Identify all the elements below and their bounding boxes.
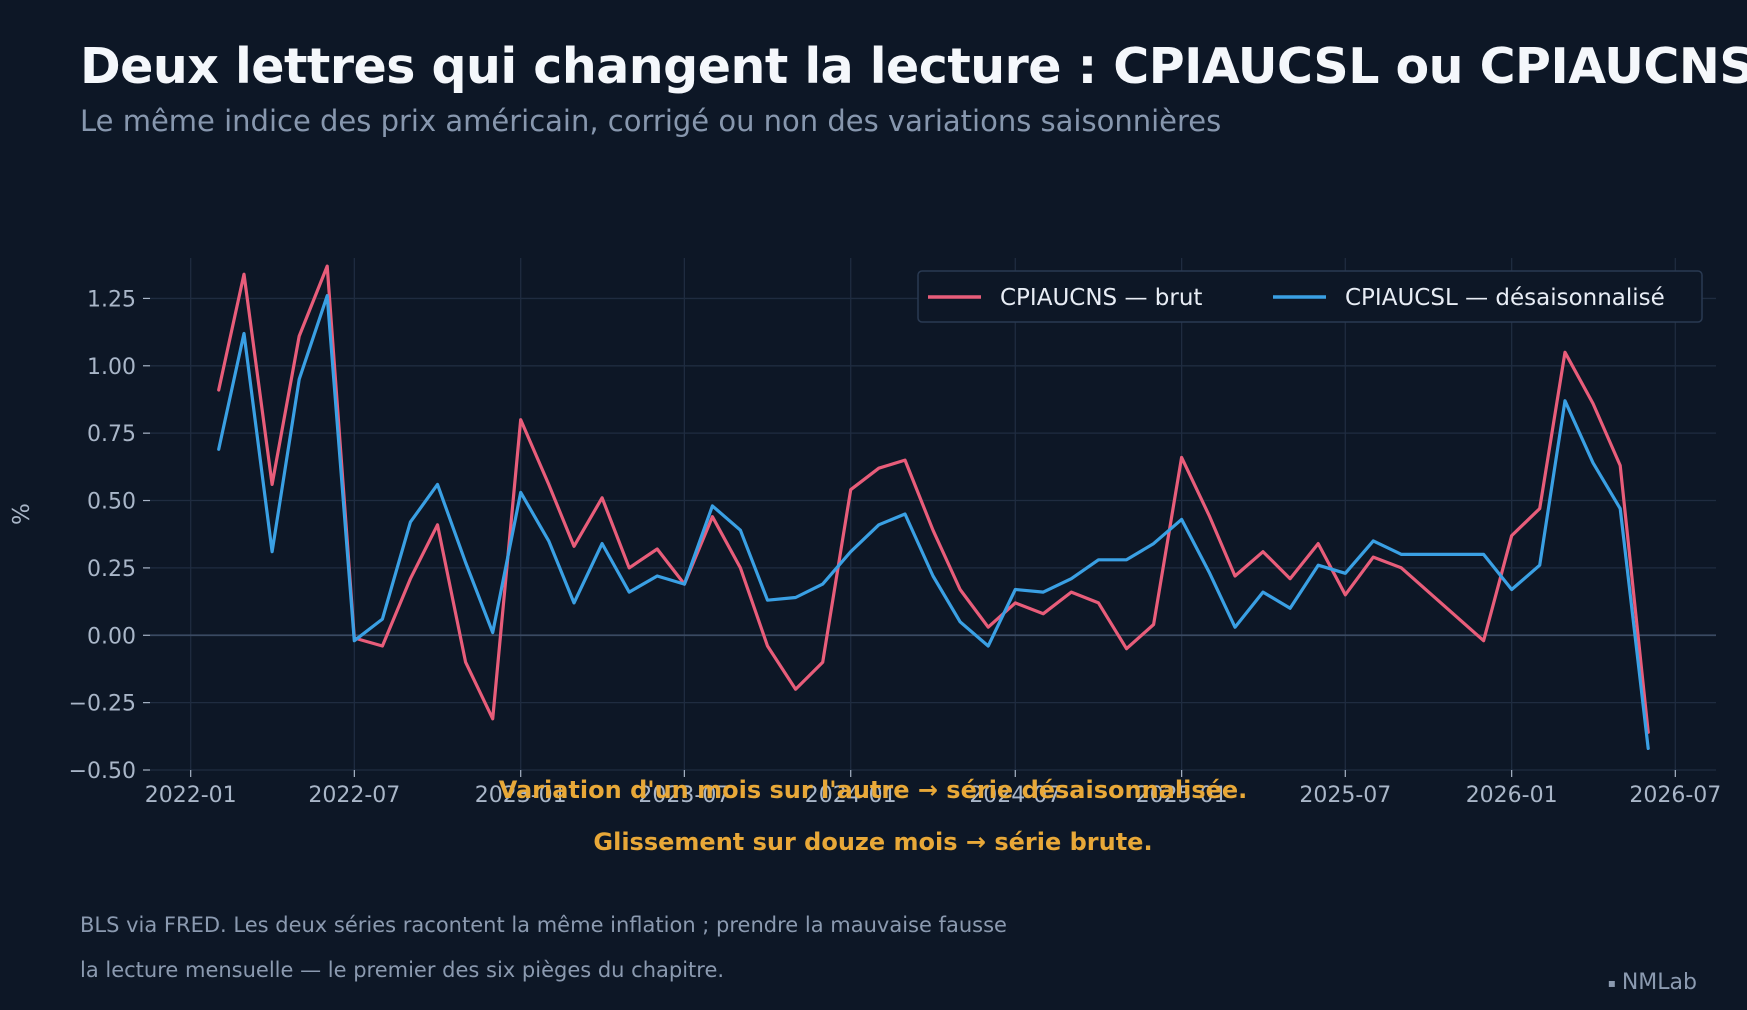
y-tick-label: 1.25 bbox=[87, 287, 136, 312]
axes: 2022-01 2022-07 2023-01 2023-07 2024-01 2024-… bbox=[9, 287, 1721, 808]
y-axis-label: % bbox=[9, 503, 35, 525]
x-tick-label: 2023-07 bbox=[638, 783, 730, 808]
x-tick-label: 2024-01 bbox=[805, 783, 897, 808]
y-tick-label: 0.75 bbox=[87, 422, 136, 447]
brand-name: NMLab bbox=[1621, 970, 1697, 995]
chart-subtitle: Le même indice des prix américain, corri… bbox=[80, 104, 1222, 138]
annotation-text: Glissement sur douze mois → série brute. bbox=[593, 828, 1152, 856]
x-tick-label: 2022-01 bbox=[145, 783, 237, 808]
annotation-text: Variation d'un mois sur l'autre → série … bbox=[499, 776, 1248, 804]
source-caption-line-1: BLS via FRED. Les deux séries racontent … bbox=[80, 913, 1007, 937]
x-tick-label: 2023-01 bbox=[475, 783, 567, 808]
y-tick-label: 0.50 bbox=[87, 490, 136, 515]
grid bbox=[150, 258, 1716, 771]
x-tick-label: 2026-07 bbox=[1629, 783, 1721, 808]
legend[interactable]: CPIAUCNS — brut CPIAUCSL — désaisonnalisé bbox=[917, 270, 1703, 323]
series-line-cpiaucsl bbox=[217, 294, 1650, 750]
y-tick-label: −0.25 bbox=[69, 692, 136, 717]
brand-mark-icon: ▪ bbox=[1607, 976, 1616, 990]
x-tick-label: 2024-07 bbox=[969, 783, 1061, 808]
annotations: Variation d'un mois sur l'autre → série … bbox=[499, 776, 1248, 856]
legend-label: CPIAUCNS — brut bbox=[1000, 285, 1202, 311]
y-tick-label: 1.00 bbox=[87, 355, 136, 380]
x-tick-label: 2026-01 bbox=[1466, 783, 1558, 808]
legend-label: CPIAUCSL — désaisonnalisé bbox=[1345, 285, 1665, 311]
y-tick-label: −0.50 bbox=[69, 759, 136, 784]
chart-title: Deux lettres qui changent la lecture : C… bbox=[80, 38, 1747, 95]
x-tick-label: 2025-07 bbox=[1299, 783, 1391, 808]
series-group bbox=[217, 264, 1650, 750]
x-tick-label: 2022-07 bbox=[308, 783, 400, 808]
y-tick-label: 0.25 bbox=[87, 557, 136, 582]
x-tick-label: 2025-01 bbox=[1136, 783, 1228, 808]
series-line-cpiaucns bbox=[217, 264, 1650, 734]
y-tick-label: 0.00 bbox=[87, 624, 136, 649]
brand-label: ▪ NMLab bbox=[1608, 970, 1697, 995]
source-caption-line-2: la lecture mensuelle — le premier des si… bbox=[80, 958, 725, 982]
